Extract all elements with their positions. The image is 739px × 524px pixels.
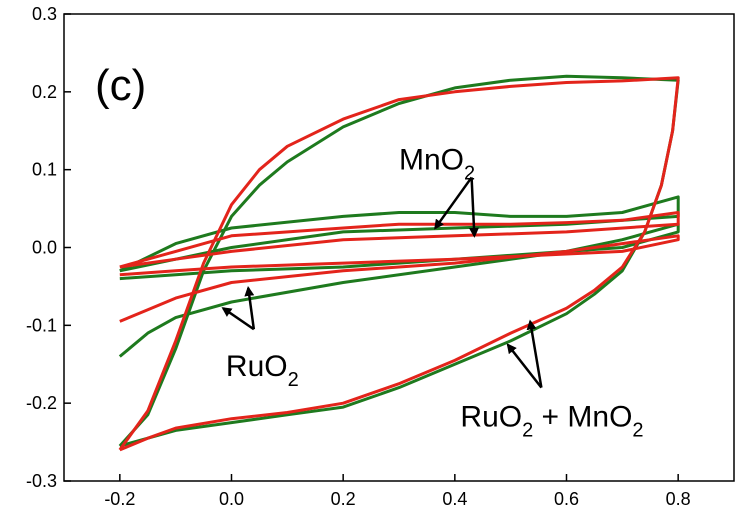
x-tick-label: 0.6 [554, 489, 579, 509]
y-tick-label: -0.1 [26, 315, 57, 335]
annotation-arrow [526, 319, 543, 388]
y-tick-label: -0.3 [26, 471, 57, 491]
y-tick-label: -0.2 [26, 393, 57, 413]
annotation-arrow [244, 285, 256, 330]
x-tick-label: 0.4 [442, 489, 467, 509]
annotation-ruo2: RuO2 [226, 350, 299, 391]
annotation-arrow [434, 176, 473, 230]
annotation-ruo2-mno2: RuO2 + MnO2 [460, 401, 643, 442]
y-tick-label: 0.1 [32, 160, 57, 180]
green-curve-ruo2 [118, 222, 680, 358]
annotation-arrow [506, 343, 543, 389]
x-tick-label: -0.2 [104, 489, 135, 509]
panel-label: (c) [95, 61, 146, 110]
red-curve-ruo2 [119, 234, 680, 323]
x-axis: -0.2 0.0 0.2 0.4 0.6 0.8 [104, 474, 691, 509]
annotation-mno2: MnO2 [399, 144, 475, 185]
green-curve-mno2 [119, 195, 680, 273]
y-axis: -0.3 -0.2 -0.1 0.0 0.1 0.2 0.3 [26, 4, 71, 491]
red-curve-ruo2-mno2 [118, 76, 680, 452]
y-tick-label: 0.2 [32, 82, 57, 102]
x-tick-label: 0.8 [666, 489, 691, 509]
curve-layer [118, 74, 680, 452]
x-tick-label: 0.2 [331, 489, 356, 509]
red-curve-mno2 [119, 211, 680, 269]
annotation-arrow [468, 177, 479, 238]
y-tick-label: 0.3 [32, 4, 57, 24]
annotation-arrow [221, 307, 255, 331]
x-tick-label: 0.0 [219, 489, 244, 509]
y-tick-label: 0.0 [32, 238, 57, 258]
annotation-layer: MnO2 RuO2 RuO2 + MnO2 [221, 144, 644, 442]
